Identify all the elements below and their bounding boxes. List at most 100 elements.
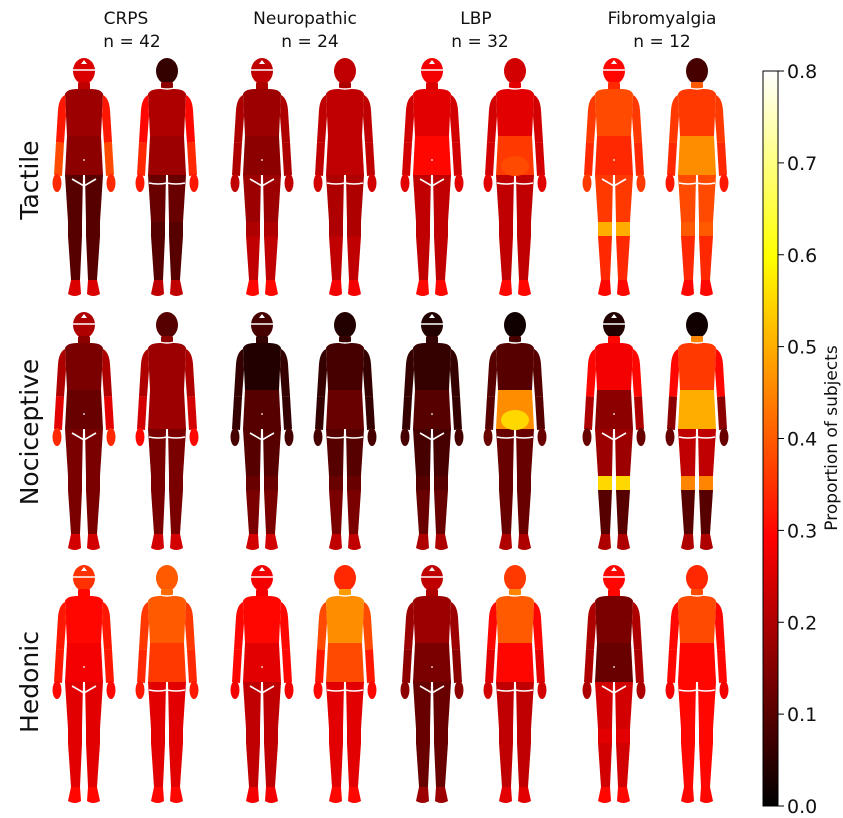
foot-region: [170, 534, 183, 550]
head-region: [334, 312, 356, 338]
gluteal-contour: [326, 689, 364, 692]
shin-region: [151, 743, 165, 787]
body-map-hedonic-crps-back: [135, 565, 199, 803]
column-title-crps: CRPS: [104, 9, 149, 29]
hand-region: [454, 681, 464, 699]
foot-region: [435, 280, 448, 296]
head-region: [504, 565, 526, 591]
shin-region: [68, 743, 82, 787]
shin-region: [169, 743, 183, 787]
thigh-region: [346, 175, 364, 222]
foot-region: [617, 534, 630, 550]
shin-region: [434, 743, 448, 787]
head-region: [251, 58, 273, 84]
foot-region: [598, 534, 611, 550]
hand-region: [230, 428, 240, 446]
neck-region: [608, 336, 620, 345]
knee-region: [616, 729, 630, 743]
neck-contour: [686, 593, 708, 597]
upper-arm-region: [632, 349, 642, 397]
forearm-region: [535, 142, 545, 176]
thigh-region: [346, 682, 364, 729]
forearm-region: [584, 142, 594, 176]
navel-dot: [431, 666, 433, 668]
colorbar-tick-label: 0.3: [787, 520, 817, 542]
shin-region: [517, 236, 531, 280]
foot-region: [598, 280, 611, 296]
navel-dot: [431, 159, 433, 161]
shin-region: [681, 490, 695, 534]
forearm-region: [584, 649, 594, 683]
neck-region: [256, 589, 268, 598]
forearm-region: [137, 142, 147, 176]
thigh-region: [346, 429, 364, 476]
knee-region: [499, 222, 513, 236]
lower-torso-region: [678, 390, 716, 429]
hand-region: [284, 681, 294, 699]
upper-torso-region: [595, 89, 633, 136]
forearm-region: [104, 649, 114, 683]
thigh-region: [243, 175, 261, 222]
upper-arm-region: [363, 349, 373, 397]
row-labels: Tactile Nociceptive Hedonic: [15, 140, 44, 733]
shin-region: [416, 743, 430, 787]
hand-region: [719, 428, 729, 446]
lower-torso-region: [595, 390, 633, 429]
hand-region: [106, 174, 116, 192]
forearm-region: [717, 396, 727, 430]
shin-region: [517, 743, 531, 787]
knee-region: [246, 729, 260, 743]
thigh-region: [148, 682, 166, 729]
upper-torso-region: [413, 89, 451, 136]
foot-region: [700, 534, 713, 550]
hand-region: [537, 428, 547, 446]
upper-arm-region: [669, 602, 679, 650]
upper-torso-region: [243, 343, 281, 390]
lower-torso-region: [326, 136, 364, 175]
upper-arm-region: [317, 349, 327, 397]
head-region: [504, 312, 526, 338]
foot-region: [151, 534, 164, 550]
foot-region: [518, 280, 531, 296]
colorbar-tick-label: 0.6: [787, 245, 817, 267]
knee-region: [264, 222, 278, 236]
knee-region: [699, 476, 713, 490]
knee-region: [347, 729, 361, 743]
upper-torso-region: [326, 596, 364, 643]
upper-arm-region: [450, 602, 460, 650]
upper-arm-region: [234, 602, 244, 650]
knee-region: [616, 222, 630, 236]
knee-region: [264, 729, 278, 743]
shin-region: [264, 743, 278, 787]
body-map-nociceptive-lbp-front: [400, 312, 464, 550]
knee-region: [616, 476, 630, 490]
body-map-tactile-neuropathic-back: [313, 58, 377, 296]
knee-region: [517, 729, 531, 743]
foot-region: [617, 280, 630, 296]
forearm-region: [232, 649, 242, 683]
head-marker-triangle: [259, 60, 265, 64]
groin-contour: [249, 178, 275, 192]
thigh-region: [263, 429, 281, 476]
gluteal-contour: [678, 689, 716, 692]
hand-region: [135, 174, 145, 192]
head-region: [334, 565, 356, 591]
thigh-region: [698, 175, 716, 222]
upper-arm-region: [715, 95, 725, 143]
head-region: [421, 312, 443, 338]
navel-dot: [613, 159, 615, 161]
neck-region: [608, 589, 620, 598]
upper-arm-region: [404, 602, 414, 650]
forearm-region: [54, 396, 64, 430]
foot-region: [348, 787, 361, 803]
upper-torso-region: [148, 596, 186, 643]
shin-region: [329, 743, 343, 787]
foot-region: [265, 534, 278, 550]
hand-region: [135, 428, 145, 446]
head-marker-triangle: [259, 314, 265, 318]
body-map-hedonic-lbp-front: [400, 565, 464, 803]
groin-contour: [71, 685, 97, 699]
thigh-region: [698, 682, 716, 729]
shin-region: [699, 236, 713, 280]
